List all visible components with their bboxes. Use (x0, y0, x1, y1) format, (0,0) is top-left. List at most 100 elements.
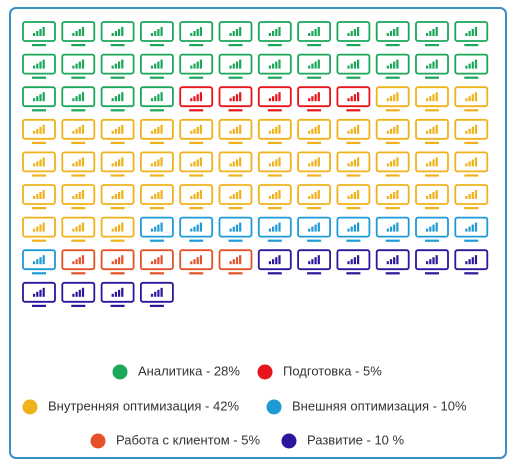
icon-bar (474, 157, 478, 167)
icon-bar (275, 224, 278, 232)
icon-bar (190, 65, 193, 69)
icon-bar (435, 190, 438, 199)
icon-stand (149, 141, 164, 144)
icon-bar (193, 161, 196, 167)
icon-bar (275, 126, 278, 134)
icon (179, 184, 214, 210)
icon (22, 216, 56, 242)
icon-bar (81, 92, 85, 102)
icon-screen (100, 53, 135, 75)
icon-stand (425, 272, 439, 275)
icon-bar (33, 293, 36, 297)
icon-bar (239, 157, 242, 167)
icon-bar (154, 226, 157, 232)
icon-stand (149, 207, 164, 210)
icon-bar (468, 161, 471, 167)
icon-bar (317, 27, 320, 36)
icon-stand (110, 207, 125, 210)
icon-bar (386, 33, 389, 36)
icon-bar (429, 96, 432, 102)
icon (415, 216, 449, 242)
icon-screen (22, 53, 56, 75)
icon-bar (114, 259, 117, 265)
icon-bar (196, 159, 199, 167)
icon-bar (357, 92, 360, 102)
icon-bar (33, 33, 36, 36)
icon-bar (39, 289, 42, 297)
icon-bar (235, 159, 239, 167)
icon (454, 118, 489, 144)
icon-bar (468, 96, 471, 102)
icon-screen (336, 21, 371, 42)
icon-bar (353, 61, 356, 69)
icon-bar (268, 65, 271, 69)
icon-bar (42, 59, 45, 69)
icon (454, 21, 489, 47)
icon-bar (347, 196, 350, 199)
icon-bar (347, 33, 350, 36)
icon-bar (121, 157, 124, 167)
icon-bar (272, 194, 275, 199)
icon (375, 21, 410, 47)
icon-bar (350, 226, 353, 232)
legend-swatch (266, 399, 282, 415)
icon-bar (468, 128, 471, 134)
icon (375, 151, 410, 177)
icon-bar (42, 157, 45, 167)
icon-screen (454, 151, 489, 173)
icon-bar (308, 228, 311, 232)
icon-stand (110, 44, 125, 47)
icon-screen (100, 118, 135, 140)
icon-bar (36, 226, 39, 232)
icon-stand (189, 141, 204, 144)
icon-bar (235, 94, 239, 102)
icon-stand (228, 109, 243, 112)
icon-screen (22, 281, 56, 303)
icon-bar (114, 194, 117, 199)
icon-stand (228, 76, 243, 79)
icon-stand (385, 109, 400, 112)
icon-stand (267, 76, 282, 79)
icon-bar (386, 98, 389, 102)
icon-bar (196, 257, 199, 265)
icon-bar (426, 163, 429, 167)
icon (100, 86, 135, 112)
icon-bar (235, 126, 239, 134)
icon-screen (100, 184, 135, 205)
icon-bar (39, 257, 42, 265)
icon-stand (71, 272, 86, 275)
icon-bar (314, 192, 317, 199)
icon-bar (317, 59, 320, 69)
icon-bar (268, 261, 271, 265)
icon-bar (474, 59, 478, 69)
icon-screen (257, 118, 292, 140)
icon (336, 86, 371, 112)
icon-bar (196, 94, 199, 102)
icon (100, 184, 135, 210)
icon-bar (393, 159, 396, 167)
icon (139, 281, 174, 307)
icon-stand (71, 109, 86, 112)
icon-bar (432, 159, 435, 167)
icon (22, 249, 56, 275)
icon (179, 118, 214, 144)
icon (61, 184, 96, 210)
icon (22, 86, 56, 112)
icon-bar (111, 196, 114, 199)
icon (297, 216, 332, 242)
icon-bar (42, 124, 45, 134)
icon-bar (311, 63, 314, 69)
icon-bar (229, 65, 232, 69)
icon-bar (157, 29, 160, 36)
icon-stand (32, 141, 46, 144)
icon-screen (218, 21, 253, 42)
icon-bar (347, 163, 350, 167)
icon-bar (396, 222, 399, 232)
icon-bar (157, 192, 160, 199)
icon-screen (61, 216, 96, 238)
legend-swatch (257, 364, 273, 380)
icon-bar (272, 128, 275, 134)
icon-stand (307, 44, 322, 47)
icon-bar (190, 228, 193, 232)
icon-bar (311, 96, 314, 102)
